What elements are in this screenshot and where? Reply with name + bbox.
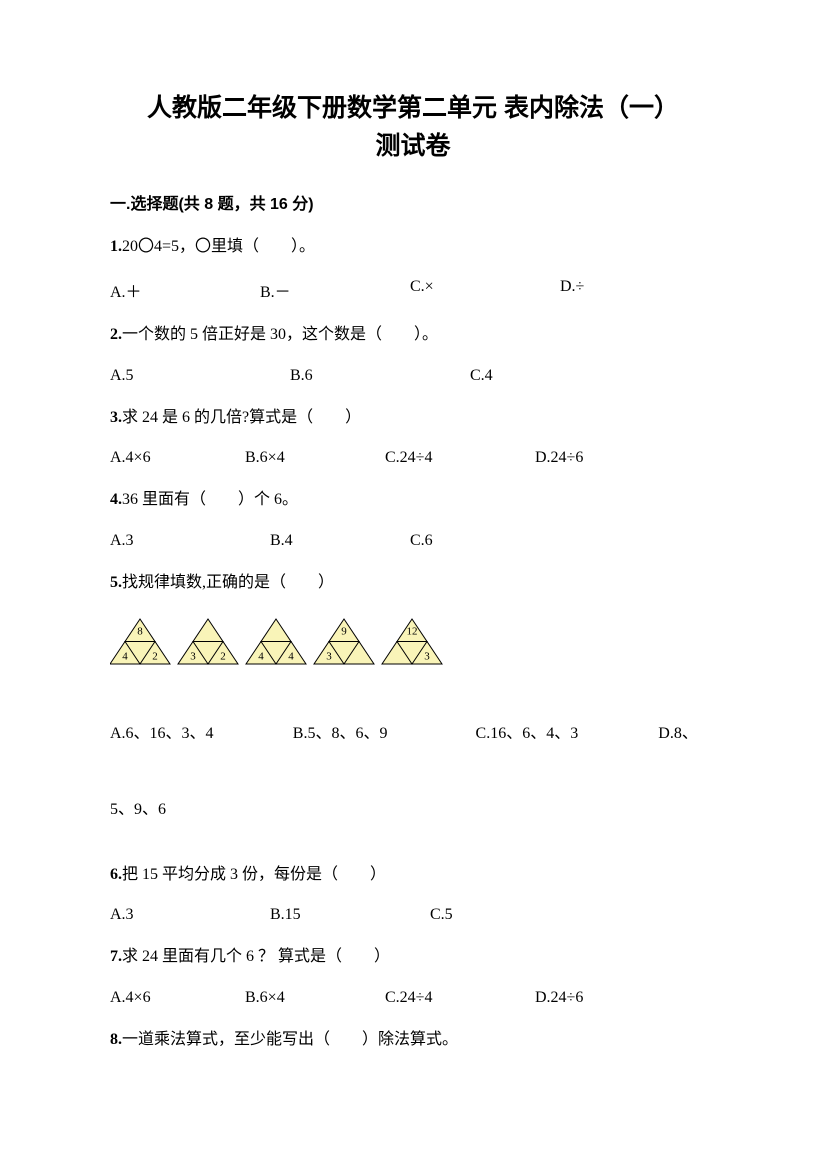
option-b: B.15: [270, 906, 430, 924]
svg-text:2: 2: [220, 650, 226, 662]
question-4-options: A.3 B.4 C.6: [110, 532, 716, 550]
question-7: 7.求 24 里面有几个 6 ？ 算式是（ ）: [110, 946, 716, 968]
question-num: 6.: [110, 866, 122, 883]
option-b: B.－: [260, 278, 410, 302]
option-c: C.6: [410, 532, 433, 550]
option-a: A.4×6: [110, 989, 245, 1007]
option-a: A.＋: [110, 278, 260, 302]
question-6-options: A.3 B.15 C.5: [110, 906, 716, 924]
option-c: C.24÷4: [385, 449, 535, 467]
question-3: 3.求 24 是 6 的几倍?算式是（ ）: [110, 407, 716, 429]
option-b: B.6×4: [245, 449, 385, 467]
option-d: D.24÷6: [535, 449, 655, 467]
option-b: B.6: [290, 367, 470, 385]
question-6: 6.把 15 平均分成 3 份，每份是（ ）: [110, 864, 716, 886]
svg-text:3: 3: [326, 650, 332, 662]
question-num: 1.: [110, 238, 122, 255]
triangles-svg: 8 4 2 3 2 4 4 9 3 12 3: [110, 614, 450, 669]
svg-text:3: 3: [190, 650, 196, 662]
option-a: A.3: [110, 532, 270, 550]
option-d: D.÷: [560, 278, 710, 302]
option-a: A.4×6: [110, 449, 245, 467]
option-a: A.3: [110, 906, 270, 924]
title-line-2: 测试卷: [110, 128, 716, 166]
question-num: 3.: [110, 409, 122, 426]
title-line-1: 人教版二年级下册数学第二单元 表内除法（一）: [110, 90, 716, 128]
option-a: A.6、16、3、4: [110, 719, 293, 743]
question-num: 2.: [110, 326, 122, 343]
question-7-options: A.4×6 B.6×4 C.24÷4 D.24÷6: [110, 989, 716, 1007]
question-5: 5.找规律填数,正确的是（ ）: [110, 572, 716, 594]
question-2: 2.一个数的 5 倍正好是 30，这个数是（ ）。: [110, 324, 716, 346]
question-text: 找规律填数,正确的是（ ）: [122, 574, 334, 591]
question-text: 36 里面有（ ）个 6。: [122, 491, 298, 508]
question-2-options: A.5 B.6 C.4: [110, 367, 716, 385]
svg-text:8: 8: [137, 625, 143, 637]
option-d: D.24÷6: [535, 989, 655, 1007]
page-title: 人教版二年级下册数学第二单元 表内除法（一） 测试卷: [110, 90, 716, 165]
option-a: A.5: [110, 367, 290, 385]
question-5-continuation: 5、9、6: [110, 795, 716, 819]
question-text: 把 15 平均分成 3 份，每份是（ ）: [122, 866, 386, 883]
option-b: B.5、8、6、9: [293, 719, 476, 743]
option-d: D.8、: [658, 719, 716, 743]
svg-text:2: 2: [152, 650, 158, 662]
question-4: 4.36 里面有（ ）个 6。: [110, 489, 716, 511]
option-c: C.4: [470, 367, 650, 385]
question-5-options: A.6、16、3、4 B.5、8、6、9 C.16、6、4、3 D.8、: [110, 719, 716, 743]
question-num: 7.: [110, 948, 122, 965]
option-b: B.6×4: [245, 989, 385, 1007]
question-3-options: A.4×6 B.6×4 C.24÷4 D.24÷6: [110, 449, 716, 467]
question-num: 5.: [110, 574, 122, 591]
svg-text:4: 4: [258, 650, 264, 662]
triangle-diagram: 8 4 2 3 2 4 4 9 3 12 3: [110, 614, 716, 674]
svg-text:4: 4: [122, 650, 128, 662]
svg-text:3: 3: [424, 650, 430, 662]
option-b: B.4: [270, 532, 410, 550]
question-text: 一个数的 5 倍正好是 30，这个数是（ ）。: [122, 326, 438, 343]
option-c: C.16、6、4、3: [476, 719, 659, 743]
svg-text:4: 4: [288, 650, 294, 662]
question-1-options: A.＋ B.－ C.× D.÷: [110, 278, 716, 302]
question-text: 一道乘法算式，至少能写出（ ）除法算式。: [122, 1031, 458, 1048]
svg-text:12: 12: [407, 625, 418, 637]
question-num: 8.: [110, 1031, 122, 1048]
question-text: 20〇4=5，〇里填（ ）。: [122, 238, 315, 255]
question-text: 求 24 里面有几个 6 ？ 算式是（ ）: [122, 948, 390, 965]
question-8: 8.一道乘法算式，至少能写出（ ）除法算式。: [110, 1029, 716, 1051]
option-c: C.×: [410, 278, 560, 302]
question-text: 求 24 是 6 的几倍?算式是（ ）: [122, 409, 361, 426]
option-c: C.24÷4: [385, 989, 535, 1007]
question-num: 4.: [110, 491, 122, 508]
option-c: C.5: [430, 906, 453, 924]
question-1: 1.20〇4=5，〇里填（ ）。: [110, 236, 716, 258]
svg-text:9: 9: [341, 625, 347, 637]
section-header: 一.选择题(共 8 题，共 16 分): [110, 190, 716, 214]
